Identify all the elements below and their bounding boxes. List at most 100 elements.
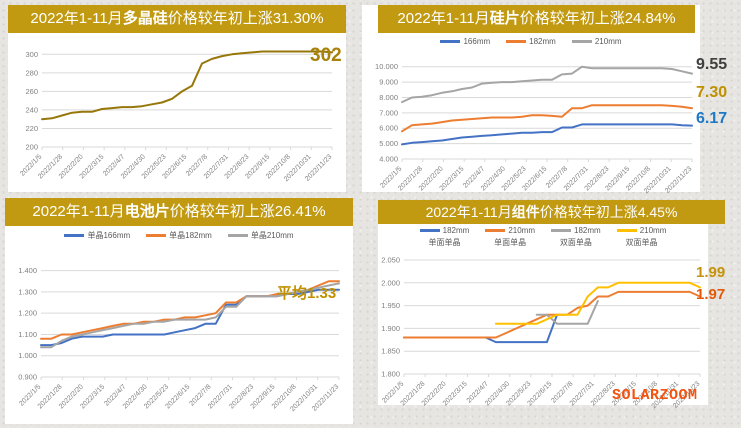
title-prefix: 2022年1-11月	[32, 203, 125, 220]
panel-polysilicon-chart: 2022年1-11月多晶硅价格较年初上涨31.30% 200 220 240 260 2…	[8, 5, 346, 192]
legend-item: 182mm 单面单晶	[419, 226, 470, 248]
title-suffix: 价格较年初上涨24.84%	[519, 10, 676, 27]
legend-label: 单晶210mm	[250, 231, 294, 240]
series-line	[494, 281, 701, 325]
data-label: 302	[310, 45, 342, 66]
legend-marker	[64, 234, 85, 237]
legend-label: 182mm	[574, 226, 601, 235]
data-label: 平均1.33	[277, 285, 337, 302]
module-chart-legend: 182mm 单面单晶 210mm 单面单晶 182mm 双面单晶 210mm 双面单晶	[378, 226, 708, 254]
y-tick-label: 7.000	[379, 108, 398, 117]
legend-item: 210mm 单面单晶	[485, 226, 535, 248]
cell-line-chart: 0.9001.0001.1001.2001.3001.4002022/1/520…	[18, 266, 340, 413]
legend-item: 单晶166mm	[64, 230, 130, 241]
title-prefix: 2022年1-11月	[30, 10, 123, 27]
title-suffix: 价格较年初上涨26.41%	[169, 203, 326, 220]
data-label: 9.55	[696, 56, 728, 73]
legend-sublabel: 双面单晶	[625, 238, 658, 247]
y-tick-label: 2.050	[381, 256, 400, 265]
y-tick-label: 2.000	[381, 278, 400, 287]
legend-sublabel: 单面单晶	[428, 238, 461, 247]
y-tick-label: 1.850	[381, 347, 400, 356]
legend-sublabel: 双面单晶	[559, 238, 592, 247]
legend-marker	[227, 234, 248, 237]
legend-label: 210mm	[639, 226, 667, 235]
legend-item: 182mm 双面单晶	[551, 226, 601, 248]
polysilicon-line-chart: 2002202402602803002022/1/52022/1/282022/…	[19, 50, 333, 183]
legend-marker	[551, 229, 571, 232]
y-tick-label: 1.200	[18, 309, 37, 318]
legend-marker	[440, 40, 461, 43]
series-line	[40, 282, 340, 349]
y-tick-label: 1.800	[381, 370, 400, 379]
y-tick-label: 0.900	[18, 373, 37, 382]
module-line-chart: 1.8001.8501.9001.9502.0002.0502022/1/520…	[381, 256, 701, 411]
wafer-chart-legend: 166mm 182mm 210mm	[362, 37, 700, 53]
chart-title-wafer: 2022年1-11月硅片价格较年初上涨24.84%	[378, 5, 695, 33]
title-suffix: 价格较年初上涨4.45%	[539, 204, 678, 220]
legend-marker	[485, 229, 506, 232]
y-tick-label: 280	[25, 68, 38, 77]
legend-label: 166mm	[463, 37, 491, 46]
y-tick-label: 6.000	[379, 124, 398, 133]
legend-item: 单晶182mm	[146, 230, 212, 241]
y-tick-label: 10.000	[375, 62, 398, 71]
panel-module-chart: 2022年1-11月组件价格较年初上涨4.45% 182mm 单面单晶 210mm 单…	[378, 200, 725, 410]
title-term: 电池片	[124, 203, 170, 220]
legend-marker	[616, 229, 637, 232]
title-prefix: 2022年1-11月	[425, 204, 512, 220]
title-term: 组件	[511, 204, 540, 220]
y-tick-label: 1.100	[18, 330, 37, 339]
series-line	[401, 123, 693, 146]
legend-marker	[571, 40, 592, 43]
legend-label: 182mm	[442, 226, 470, 235]
series-line	[401, 104, 693, 133]
chart-title-cell: 2022年1-11月电池片价格较年初上涨26.41%	[5, 198, 353, 226]
y-tick-label: 9.000	[379, 78, 398, 87]
legend-item: 单晶210mm	[227, 230, 294, 241]
title-suffix: 价格较年初上涨31.30%	[167, 10, 324, 27]
chart-title-module: 2022年1-11月组件价格较年初上涨4.45%	[378, 200, 725, 224]
series-line	[403, 290, 701, 339]
legend-label: 单晶182mm	[169, 231, 212, 240]
series-line	[401, 65, 693, 104]
data-label: 7.30	[696, 84, 728, 101]
panel-wafer-chart: 2022年1-11月硅片价格较年初上涨24.84% 166mm 182mm 210m…	[362, 5, 727, 195]
legend-marker	[506, 40, 527, 43]
y-tick-label: 300	[25, 50, 38, 59]
legend-label: 210mm	[594, 37, 622, 46]
y-tick-label: 4.000	[379, 155, 398, 164]
data-label: 1.99	[696, 264, 726, 281]
y-tick-label: 1.000	[18, 351, 37, 360]
y-tick-label: 1.900	[381, 324, 400, 333]
legend-marker	[146, 234, 167, 237]
series-line	[41, 50, 333, 121]
legend-sublabel: 单面单晶	[494, 238, 527, 247]
panel-cell-chart: 2022年1-11月电池片价格较年初上涨26.41% 单晶166mm 单晶182m…	[5, 198, 353, 424]
title-term: 硅片	[489, 10, 520, 27]
legend-item: 166mm	[440, 37, 490, 46]
legend-item: 182mm	[506, 37, 556, 46]
title-term: 多晶硅	[122, 10, 168, 27]
legend-item: 210mm 双面单晶	[616, 226, 667, 248]
data-label: 1.97	[696, 286, 726, 303]
chart-title-polysilicon: 2022年1-11月多晶硅价格较年初上涨31.30%	[8, 5, 346, 33]
legend-marker	[419, 229, 440, 232]
solarzoom-watermark: SOLARZOOM	[612, 387, 698, 404]
legend-item: 210mm	[571, 37, 622, 46]
y-tick-label: 260	[25, 87, 38, 96]
y-tick-label: 240	[25, 105, 38, 114]
legend-label: 单晶166mm	[87, 231, 131, 240]
title-prefix: 2022年1-11月	[397, 10, 490, 27]
legend-label: 210mm	[508, 226, 535, 235]
y-tick-label: 220	[25, 124, 38, 133]
y-tick-label: 1.400	[18, 266, 37, 275]
legend-label: 182mm	[529, 37, 556, 46]
wafer-line-chart: 4.0005.0006.0007.0008.0009.00010.0002022…	[375, 62, 693, 195]
y-tick-label: 8.000	[379, 93, 398, 102]
y-tick-label: 5.000	[379, 139, 398, 148]
series-line	[535, 300, 599, 325]
y-tick-label: 200	[25, 143, 38, 152]
y-tick-label: 1.950	[381, 301, 400, 310]
y-tick-label: 1.300	[18, 287, 37, 296]
